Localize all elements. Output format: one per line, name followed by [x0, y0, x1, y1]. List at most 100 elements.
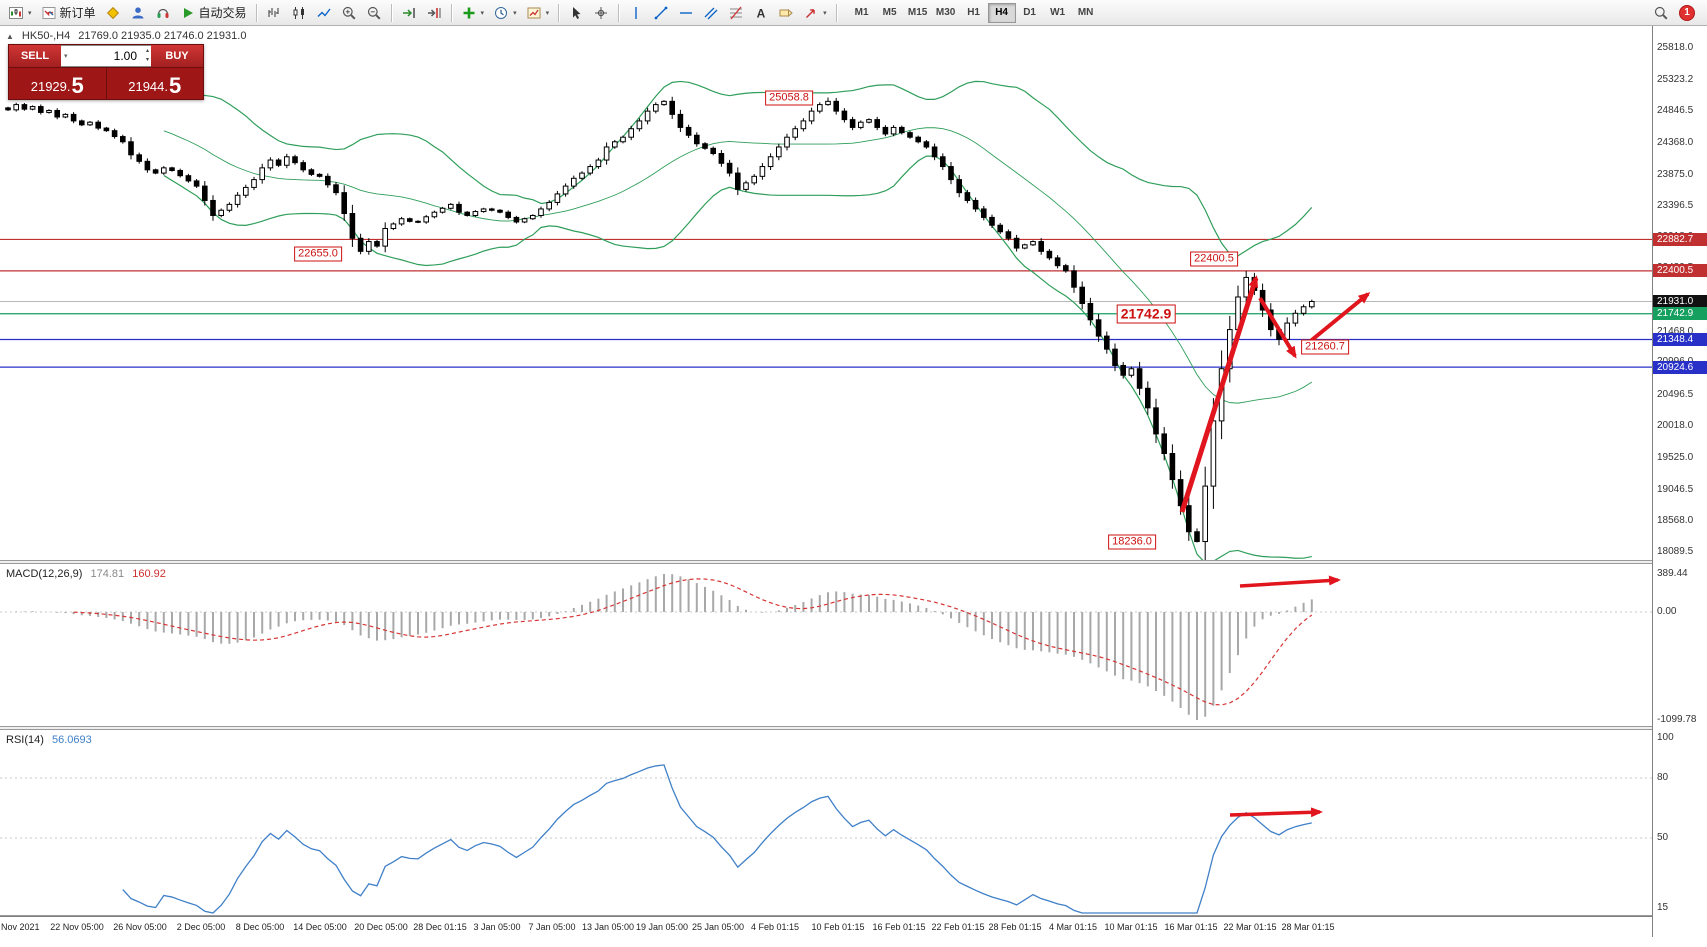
timeframe-H1-button[interactable]: H1: [960, 3, 988, 23]
support-button[interactable]: [151, 2, 175, 24]
price-chart[interactable]: [0, 26, 1652, 916]
cursor-tool-button[interactable]: [564, 2, 588, 24]
vertical-line-tool-button[interactable]: [624, 2, 648, 24]
time-tick-label: 2 Dec 05:00: [176, 922, 226, 932]
volume-increase-icon[interactable]: ▴: [145, 48, 149, 54]
horizontal-line-tool-button[interactable]: [674, 2, 698, 24]
toolbar-separator: [390, 3, 392, 22]
candlestick-chart-button[interactable]: [287, 2, 311, 24]
notification-badge[interactable]: 1: [1679, 4, 1695, 21]
bar-chart-button[interactable]: [262, 2, 286, 24]
arrows-tool-button[interactable]: ▾: [799, 2, 831, 24]
timeframe-M30-button[interactable]: M30: [932, 3, 960, 23]
volume-spinner[interactable]: ▾ ▴ ▾: [61, 45, 151, 67]
sell-price-button[interactable]: 21929. 5: [9, 68, 107, 99]
symbol-info: ▲ HK50-,H4 21769.0 21935.0 21746.0 21931…: [6, 30, 246, 42]
timeframe-MN-button[interactable]: MN: [1072, 3, 1100, 23]
time-tick-label: 10 Mar 01:15: [1104, 922, 1158, 932]
zoom-in-button[interactable]: [337, 2, 361, 24]
rsi-line: [122, 764, 1312, 914]
chevron-down-icon: ▾: [28, 9, 32, 17]
time-tick-label: 19 Jan 05:00: [635, 922, 689, 932]
axis-tick-label: 21468.0: [1657, 325, 1694, 337]
time-tick-label: 13 Jan 05:00: [581, 922, 635, 932]
cursor-icon: [573, 6, 581, 19]
autotrading-button[interactable]: 自动交易: [176, 2, 251, 24]
autotrading-label: 自动交易: [198, 6, 247, 20]
zoom-out-icon: [367, 6, 381, 20]
indicators-button[interactable]: ▾: [457, 2, 489, 24]
timeframe-H4-button[interactable]: H4: [987, 2, 1016, 23]
time-tick-label: 3 Jan 05:00: [473, 922, 521, 932]
chart-expand-icon[interactable]: ▲: [6, 31, 14, 41]
new-order-button[interactable]: 新订单: [37, 2, 100, 24]
timeframe-M1-button[interactable]: M1: [848, 3, 876, 23]
chevron-down-icon: ▾: [545, 9, 550, 17]
sell-price-small: 21929.: [30, 79, 71, 94]
axis-tick-label: 389.44: [1657, 568, 1688, 579]
axis-tick-label: 25818.0: [1657, 42, 1694, 53]
axis-tick-label: 0.00: [1657, 606, 1677, 617]
text-tool-button[interactable]: A: [749, 2, 773, 24]
rsi-value: 56.0693: [51, 734, 92, 746]
fibonacci-tool-button[interactable]: [724, 2, 748, 24]
trend-arrow[interactable]: [1179, 275, 1259, 513]
sell-button[interactable]: SELL: [9, 45, 61, 67]
time-tick-label: 10 Feb 01:15: [811, 922, 865, 932]
price-axis[interactable]: 25818.0 25323.2 24846.5 24368.0 23875.0 23396…: [1652, 26, 1707, 937]
search-button[interactable]: [1649, 2, 1673, 24]
trend-arrow[interactable]: [1229, 807, 1323, 818]
timeframe-W1-button[interactable]: W1: [1044, 3, 1072, 23]
volume-presets-icon[interactable]: ▾: [64, 53, 68, 60]
crosshair-tool-button[interactable]: [589, 2, 613, 24]
time-axis[interactable]: 16 Nov 2021 22 Nov 05:00 26 Nov 05:00 2 Dec…: [0, 916, 1652, 937]
toolbar-separator: [558, 3, 560, 22]
price-level-tag: 21348.4: [1653, 332, 1707, 346]
trend-arrow[interactable]: [1258, 296, 1297, 359]
toolbar-separator: [450, 3, 452, 22]
time-tick-label: 22 Mar 01:15: [1223, 922, 1277, 932]
axis-tick-label: 15: [1657, 902, 1669, 913]
timeframe-M15-button[interactable]: M15: [904, 3, 932, 23]
trend-arrow[interactable]: [1239, 575, 1341, 588]
templates-button[interactable]: ▾: [522, 2, 554, 24]
toolbar-separator: [618, 3, 620, 22]
bollinger-lower-band: [163, 155, 1312, 564]
channel-tool-button[interactable]: [699, 2, 723, 24]
toolbar-separator: [835, 3, 837, 22]
buy-button[interactable]: BUY: [151, 45, 203, 67]
axis-tick-label: 19525.0: [1657, 452, 1694, 464]
search-icon: [1654, 6, 1668, 20]
metaeditor-button[interactable]: [101, 2, 125, 24]
axis-tick-label: 100: [1657, 732, 1674, 743]
line-chart-button[interactable]: [312, 2, 336, 24]
buy-price-button[interactable]: 21944. 5: [107, 68, 204, 99]
candlestick-chart-icon: [293, 6, 304, 19]
zoom-out-button[interactable]: [362, 2, 386, 24]
periods-button[interactable]: ▾: [489, 2, 521, 24]
arrow-object-icon: [806, 8, 815, 18]
time-tick-label: 26 Nov 05:00: [113, 922, 167, 932]
sell-price-big: 5: [71, 73, 84, 98]
chart-region: ▲ HK50-,H4 21769.0 21935.0 21746.0 21931…: [0, 26, 1707, 947]
label-tool-button[interactable]: [774, 2, 798, 24]
fibonacci-icon: [730, 6, 743, 19]
price-level-tag: 22400.5: [1653, 264, 1707, 278]
new-chart-button[interactable]: ▾: [4, 2, 36, 24]
chart-shift-button[interactable]: [422, 2, 446, 24]
timeframe-D1-button[interactable]: D1: [1016, 3, 1044, 23]
zoom-in-icon: [342, 6, 356, 20]
trendline-icon: [654, 6, 668, 19]
timeframe-M5-button[interactable]: M5: [876, 3, 904, 23]
trend-arrow[interactable]: [1300, 292, 1371, 350]
price-level-tag: 20924.6: [1653, 360, 1707, 374]
auto-scroll-button[interactable]: [397, 2, 421, 24]
community-button[interactable]: [126, 2, 150, 24]
trendline-tool-button[interactable]: [649, 2, 673, 24]
chevron-down-icon: ▾: [480, 9, 485, 17]
axis-tick-label: 24846.5: [1657, 105, 1694, 117]
time-tick-label: 16 Mar 01:15: [1164, 922, 1218, 932]
axis-tick-label: 23875.0: [1657, 168, 1694, 180]
volume-input[interactable]: [70, 49, 151, 63]
volume-decrease-icon[interactable]: ▾: [145, 57, 149, 63]
